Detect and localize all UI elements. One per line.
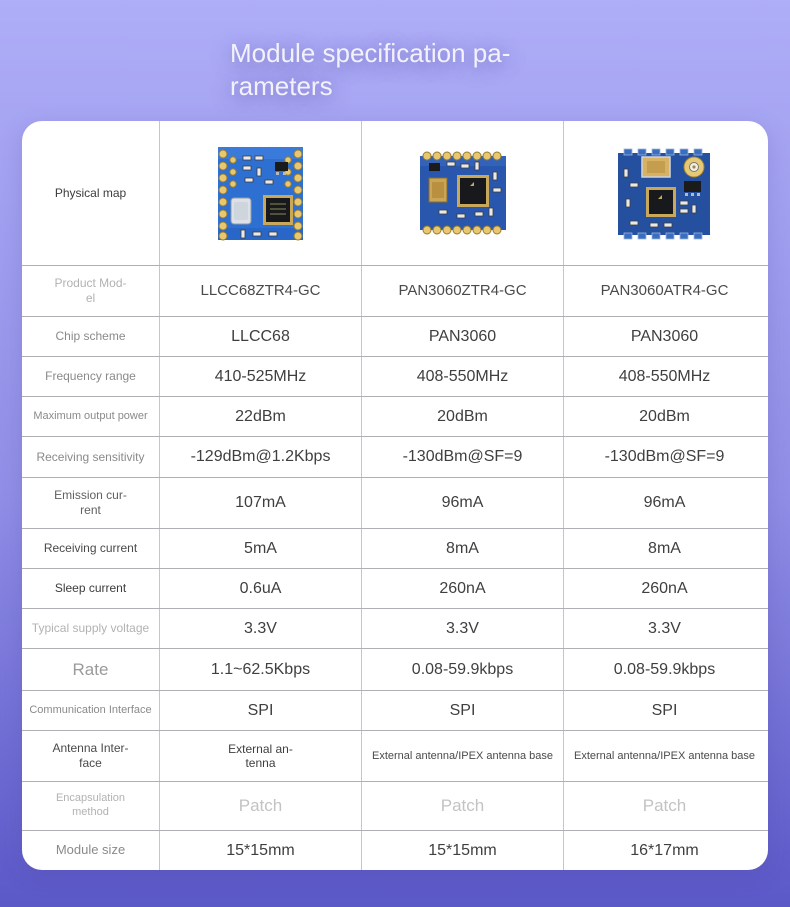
spec-value: 0.08-59.9kbps: [613, 661, 716, 679]
row-label: Sleep current: [54, 580, 127, 595]
row-label: Physical map: [54, 185, 127, 200]
spec-value: 3.3V: [648, 619, 681, 637]
spec-value: 260nA: [439, 579, 486, 597]
spec-value: External antenna/IPEX antenna base: [371, 749, 554, 762]
spec-value: 20dBm: [437, 408, 488, 426]
spec-value: 20dBm: [639, 408, 690, 426]
spec-value: 410-525MHz: [214, 368, 307, 386]
row-label: Rate: [72, 660, 109, 680]
page-title: Module specification pa- rameters: [230, 37, 560, 103]
spec-value: Patch: [238, 795, 283, 815]
row-product-model: Product Mod- el LLCC68ZTR4-GC PAN3060ZTR…: [22, 265, 768, 316]
spec-value: 408-550MHz: [416, 368, 509, 386]
row-label: Communication Interface: [29, 703, 152, 716]
spec-value: External an- tenna: [228, 742, 293, 771]
spec-value: 0.08-59.9kbps: [411, 661, 514, 679]
row-frequency-range: Frequency range 410-525MHz 408-550MHz 40…: [22, 356, 768, 397]
row-encapsulation-method: Encapsulation method Patch Patch Patch: [22, 781, 768, 830]
row-physical-map: Physical map: [22, 121, 768, 265]
row-module-size: Module size 15*15mm 15*15mm 16*17mm: [22, 829, 768, 870]
spec-value: 260nA: [641, 579, 688, 597]
row-label: Antenna Inter- face: [52, 741, 129, 771]
spec-value: 408-550MHz: [618, 368, 711, 386]
pan3060atr4-module-board-photo-icon: [617, 148, 710, 240]
row-label: Maximum output power: [33, 409, 148, 422]
spec-value: 15*15mm: [428, 841, 497, 859]
row-label: Product Mod- el: [54, 275, 127, 305]
row-label: Chip scheme: [55, 329, 126, 344]
spec-value: 3.3V: [446, 619, 479, 637]
row-label: Module size: [55, 842, 126, 858]
spec-value: PAN3060: [428, 327, 497, 345]
row-emission-current: Emission cur- rent 107mA 96mA 96mA: [22, 476, 768, 528]
spec-value: 107mA: [235, 493, 286, 511]
spec-value: Patch: [642, 795, 687, 815]
row-receiving-sensitivity: Receiving sensitivity -129dBm@1.2Kbps -1…: [22, 436, 768, 477]
row-label: Encapsulation method: [55, 792, 126, 819]
row-label: Emission cur- rent: [54, 487, 127, 517]
spec-value: 16*17mm: [630, 841, 699, 859]
spec-value: 8mA: [446, 539, 479, 557]
row-typical-supply-voltage: Typical supply voltage 3.3V 3.3V 3.3V: [22, 607, 768, 649]
page-title-line1: Module specification pa-: [230, 38, 511, 68]
spec-value: 1.1~62.5Kbps: [210, 661, 311, 679]
spec-value: PAN3060ZTR4-GC: [398, 281, 527, 299]
spec-value: -130dBm@SF=9: [402, 448, 523, 466]
page-title-line2: rameters: [230, 71, 333, 101]
spec-value: PAN3060: [630, 327, 699, 345]
spec-value: -130dBm@SF=9: [604, 448, 725, 466]
pan3060ztr4-module-board-photo-icon: [419, 151, 506, 235]
spec-value: 3.3V: [244, 619, 277, 637]
spec-value: 15*15mm: [226, 841, 295, 859]
spec-value: Patch: [440, 795, 485, 815]
spec-value: LLCC68ZTR4-GC: [200, 281, 321, 299]
spec-value: 0.6uA: [239, 579, 282, 597]
row-sleep-current: Sleep current 0.6uA 260nA 260nA: [22, 567, 768, 608]
spec-value: 8mA: [648, 539, 681, 557]
row-antenna-interface: Antenna Inter- face External an- tenna E…: [22, 730, 768, 782]
row-label: Receiving sensitivity: [36, 449, 145, 464]
module-spec-table: Physical map: [22, 121, 768, 870]
row-label: Typical supply voltage: [31, 620, 150, 635]
row-chip-scheme: Chip scheme LLCC68 PAN3060 PAN3060: [22, 315, 768, 357]
spec-value: 5mA: [244, 539, 277, 557]
spec-value: SPI: [651, 702, 678, 720]
spec-value: -129dBm@1.2Kbps: [190, 448, 331, 466]
llcc68-module-board-photo-icon: [218, 146, 303, 240]
row-receiving-current: Receiving current 5mA 8mA 8mA: [22, 527, 768, 568]
row-label: Receiving current: [43, 540, 138, 555]
spec-value: 96mA: [441, 493, 484, 511]
spec-value: External antenna/IPEX antenna base: [573, 749, 756, 762]
spec-value: 96mA: [643, 493, 686, 511]
row-communication-interface: Communication Interface SPI SPI SPI: [22, 690, 768, 731]
spec-value: SPI: [247, 702, 274, 720]
spec-value: LLCC68: [231, 327, 290, 345]
row-rate: Rate 1.1~62.5Kbps 0.08-59.9kbps 0.08-59.…: [22, 648, 768, 691]
spec-value: 22dBm: [235, 408, 286, 426]
spec-value: PAN3060ATR4-GC: [600, 281, 729, 299]
row-label: Frequency range: [45, 369, 136, 384]
row-max-output-power: Maximum output power 22dBm 20dBm 20dBm: [22, 396, 768, 437]
spec-value: SPI: [449, 702, 476, 720]
